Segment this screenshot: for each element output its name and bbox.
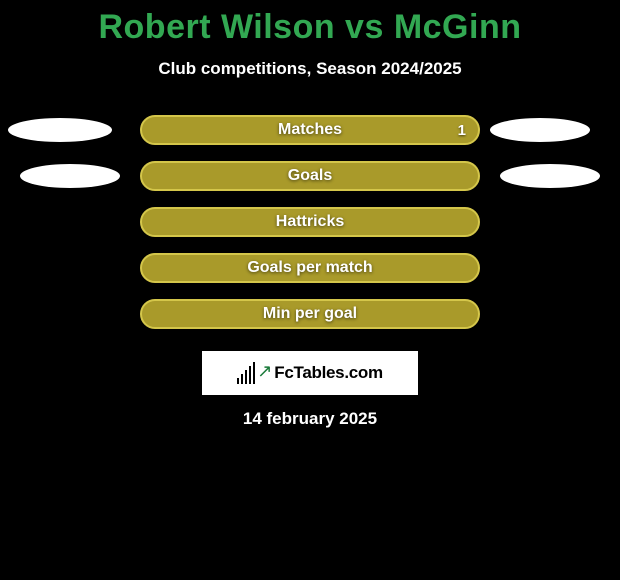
bar-matches: Matches 1	[140, 115, 480, 145]
bar-value-matches: 1	[458, 122, 466, 139]
row-hattricks: Hattricks	[0, 199, 620, 245]
row-min-per-goal: Min per goal	[0, 291, 620, 337]
bar-label-gpm: Goals per match	[247, 259, 372, 277]
logo-text: FcTables.com	[274, 363, 383, 383]
row-goals: Goals	[0, 153, 620, 199]
logo-box: ↗ FcTables.com	[202, 351, 418, 395]
bar-hattricks: Hattricks	[140, 207, 480, 237]
subtitle: Club competitions, Season 2024/2025	[0, 59, 620, 79]
comparison-rows: Matches 1 Goals Hattricks Goals per matc…	[0, 107, 620, 337]
bar-label-hattricks: Hattricks	[276, 213, 344, 231]
bar-label-matches: Matches	[278, 121, 342, 139]
bar-goals: Goals	[140, 161, 480, 191]
ellipse-right-1	[500, 164, 600, 188]
logo-arrow-icon: ↗	[257, 361, 272, 382]
date-text: 14 february 2025	[0, 409, 620, 429]
bar-goals-per-match: Goals per match	[140, 253, 480, 283]
ellipse-right-0	[490, 118, 590, 142]
page-title: Robert Wilson vs McGinn	[0, 0, 620, 47]
bar-label-mpg: Min per goal	[263, 305, 357, 323]
bar-label-goals: Goals	[288, 167, 332, 185]
row-goals-per-match: Goals per match	[0, 245, 620, 291]
ellipse-left-1	[20, 164, 120, 188]
ellipse-left-0	[8, 118, 112, 142]
logo-bars-icon	[237, 362, 255, 384]
row-matches: Matches 1	[0, 107, 620, 153]
bar-min-per-goal: Min per goal	[140, 299, 480, 329]
